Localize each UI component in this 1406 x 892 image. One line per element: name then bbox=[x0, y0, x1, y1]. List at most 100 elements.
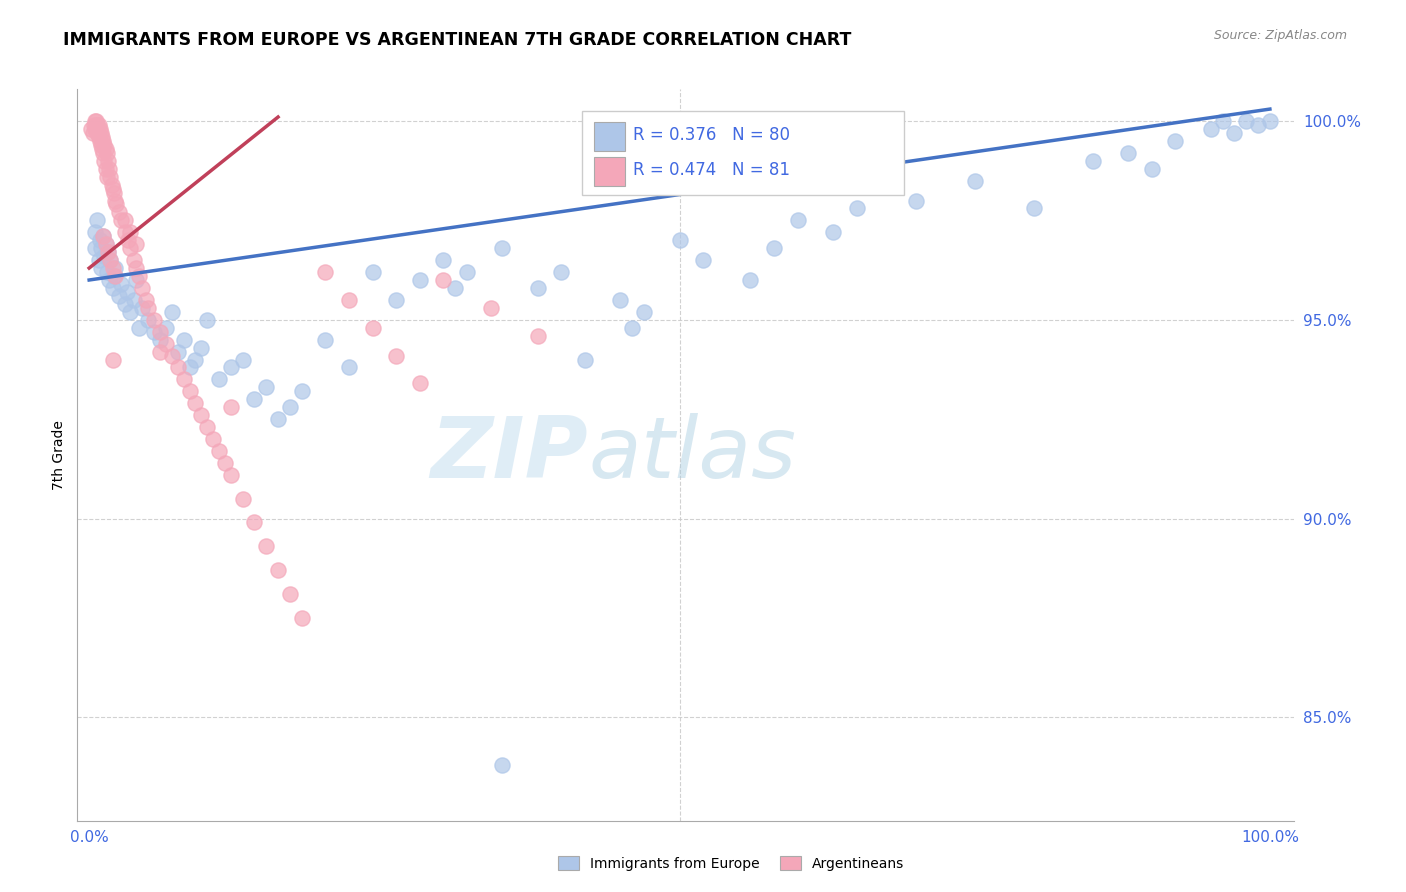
Point bbox=[90, 126, 112, 140]
Point bbox=[963, 173, 986, 187]
Point bbox=[550, 265, 572, 279]
Point bbox=[190, 408, 212, 422]
Point bbox=[278, 401, 301, 415]
Point bbox=[491, 241, 513, 255]
Point bbox=[122, 293, 145, 307]
Point bbox=[110, 213, 132, 227]
Point bbox=[105, 197, 128, 211]
Y-axis label: 7th Grade: 7th Grade bbox=[52, 420, 66, 490]
Point bbox=[87, 253, 110, 268]
Point bbox=[93, 153, 115, 168]
Point bbox=[456, 265, 478, 279]
Point bbox=[155, 336, 177, 351]
Point bbox=[125, 273, 148, 287]
Point bbox=[219, 401, 242, 415]
Point bbox=[314, 265, 336, 279]
Point bbox=[184, 396, 207, 410]
Point bbox=[243, 392, 266, 407]
Point bbox=[136, 301, 159, 315]
Point bbox=[107, 205, 129, 219]
Point bbox=[101, 261, 124, 276]
Point bbox=[96, 145, 118, 160]
Point bbox=[100, 253, 122, 268]
Point bbox=[409, 376, 432, 391]
Point bbox=[173, 372, 195, 386]
Point bbox=[179, 384, 201, 399]
Text: IMMIGRANTS FROM EUROPE VS ARGENTINEAN 7TH GRADE CORRELATION CHART: IMMIGRANTS FROM EUROPE VS ARGENTINEAN 7T… bbox=[63, 31, 852, 49]
Point bbox=[93, 137, 115, 152]
Point bbox=[117, 233, 139, 247]
Text: R = 0.376   N = 80: R = 0.376 N = 80 bbox=[633, 127, 790, 145]
Point bbox=[90, 137, 112, 152]
Point bbox=[131, 301, 153, 315]
Point bbox=[93, 249, 115, 263]
Point bbox=[94, 237, 117, 252]
Point bbox=[1022, 202, 1045, 216]
Point bbox=[314, 333, 336, 347]
Point bbox=[97, 245, 120, 260]
Point bbox=[740, 273, 762, 287]
Point bbox=[89, 233, 111, 247]
Point bbox=[1223, 126, 1246, 140]
Point bbox=[1212, 114, 1234, 128]
Point bbox=[103, 268, 125, 283]
Point bbox=[337, 293, 360, 307]
Point bbox=[114, 213, 136, 227]
Point bbox=[135, 293, 157, 307]
Point bbox=[89, 122, 111, 136]
Point bbox=[120, 225, 142, 239]
Point bbox=[94, 237, 117, 252]
Point bbox=[149, 325, 172, 339]
Point bbox=[100, 253, 122, 268]
Text: R = 0.474   N = 81: R = 0.474 N = 81 bbox=[633, 161, 790, 179]
Point bbox=[125, 237, 148, 252]
Point bbox=[91, 142, 114, 156]
Point bbox=[208, 444, 231, 458]
Point bbox=[254, 380, 277, 394]
Point bbox=[86, 213, 108, 227]
Point bbox=[1234, 114, 1257, 128]
Point bbox=[479, 301, 502, 315]
Point bbox=[1164, 134, 1187, 148]
Point bbox=[103, 186, 125, 200]
Point bbox=[609, 293, 631, 307]
Point bbox=[101, 352, 124, 367]
Point bbox=[361, 265, 384, 279]
Point bbox=[128, 320, 150, 334]
Point bbox=[160, 305, 183, 319]
Point bbox=[166, 360, 188, 375]
Point bbox=[633, 305, 655, 319]
Point bbox=[100, 178, 122, 192]
Point bbox=[101, 281, 124, 295]
Point bbox=[100, 169, 122, 184]
Bar bbox=[595, 157, 624, 186]
Point bbox=[173, 333, 195, 347]
Point bbox=[385, 293, 408, 307]
Point bbox=[208, 372, 231, 386]
Point bbox=[409, 273, 432, 287]
Point bbox=[385, 349, 408, 363]
Point bbox=[110, 277, 132, 291]
Point bbox=[190, 341, 212, 355]
Point bbox=[104, 194, 127, 208]
Point bbox=[845, 202, 868, 216]
Point bbox=[82, 126, 104, 140]
Point bbox=[84, 114, 107, 128]
Point bbox=[149, 333, 172, 347]
Point bbox=[155, 320, 177, 334]
Point bbox=[90, 261, 112, 276]
Point bbox=[84, 225, 107, 239]
Text: atlas: atlas bbox=[588, 413, 796, 497]
Point bbox=[84, 241, 107, 255]
Point bbox=[1116, 145, 1139, 160]
Legend: Immigrants from Europe, Argentineans: Immigrants from Europe, Argentineans bbox=[553, 850, 910, 876]
Bar bbox=[595, 122, 624, 152]
Point bbox=[91, 145, 114, 160]
Point bbox=[444, 281, 467, 295]
Point bbox=[122, 253, 145, 268]
Point bbox=[143, 325, 166, 339]
Point bbox=[1258, 114, 1281, 128]
Point bbox=[94, 142, 117, 156]
Point bbox=[83, 118, 105, 132]
Point bbox=[84, 114, 107, 128]
